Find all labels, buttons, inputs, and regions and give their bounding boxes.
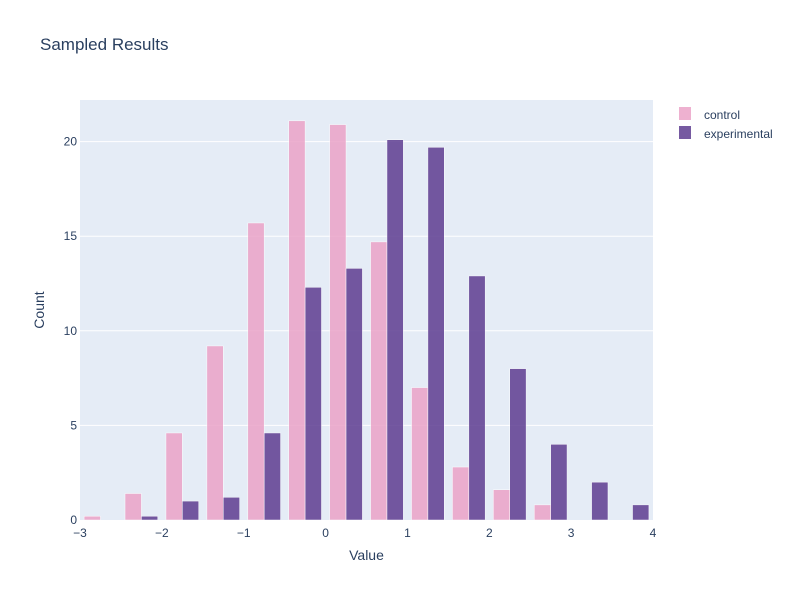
y-tick-label: 20 — [64, 135, 78, 149]
legend[interactable]: control experimental — [679, 107, 773, 141]
x-axis-label: Value — [349, 547, 384, 563]
bar-experimental[interactable] — [427, 147, 445, 521]
x-tick-label: 0 — [322, 526, 329, 540]
y-tick-label: 10 — [64, 324, 78, 338]
bar-control[interactable] — [288, 120, 306, 521]
bar-control[interactable] — [493, 489, 510, 521]
bar-experimental[interactable] — [509, 368, 527, 521]
bar-control[interactable] — [329, 124, 347, 521]
legend-swatch — [679, 126, 691, 139]
y-tick-label: 5 — [70, 418, 77, 432]
x-axis-ticks: −3 −2 −1 0 1 2 3 4 — [73, 526, 657, 540]
legend-item-control[interactable]: control — [679, 107, 740, 122]
x-tick-label: −1 — [237, 526, 251, 540]
bar-control[interactable] — [165, 432, 183, 521]
bar-control[interactable] — [370, 241, 388, 521]
bar-control[interactable] — [534, 504, 551, 521]
bars — [83, 120, 650, 521]
bar-control[interactable] — [411, 387, 429, 521]
x-tick-label: 2 — [486, 526, 493, 540]
x-tick-label: −3 — [73, 526, 87, 540]
x-tick-label: −2 — [155, 526, 169, 540]
bar-experimental[interactable] — [550, 444, 568, 521]
x-tick-label: 1 — [404, 526, 411, 540]
legend-swatch — [679, 107, 691, 120]
y-tick-label: 0 — [70, 513, 77, 527]
bar-control[interactable] — [124, 493, 142, 521]
bar-experimental[interactable] — [304, 287, 322, 521]
bar-experimental[interactable] — [141, 515, 159, 521]
y-axis-ticks: 0 5 10 15 20 — [64, 135, 78, 527]
bar-control[interactable] — [83, 515, 101, 521]
y-axis-label: Count — [31, 291, 47, 328]
bar-experimental[interactable] — [223, 497, 240, 521]
x-tick-label: 4 — [650, 526, 657, 540]
bar-control[interactable] — [247, 222, 265, 521]
bar-control[interactable] — [206, 345, 224, 521]
bar-experimental[interactable] — [263, 432, 281, 521]
bar-control[interactable] — [452, 466, 470, 521]
legend-item-experimental[interactable]: experimental — [679, 126, 773, 141]
bar-experimental[interactable] — [386, 139, 404, 521]
bar-experimental[interactable] — [632, 504, 650, 521]
chart-title: Sampled Results — [40, 35, 169, 54]
bar-experimental[interactable] — [345, 268, 363, 521]
x-tick-label: 3 — [568, 526, 575, 540]
bar-experimental[interactable] — [182, 500, 199, 521]
gridlines — [80, 141, 653, 426]
y-tick-label: 15 — [64, 229, 78, 243]
legend-label: experimental — [704, 127, 773, 141]
legend-label: control — [704, 108, 740, 122]
bar-experimental[interactable] — [591, 481, 609, 521]
bar-experimental[interactable] — [468, 275, 486, 521]
